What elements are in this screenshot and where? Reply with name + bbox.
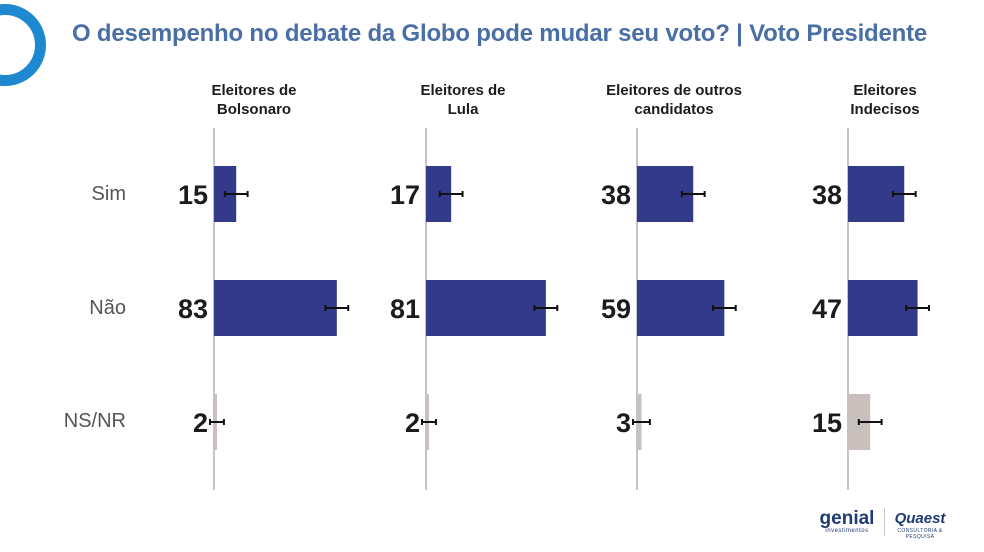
quaest-wordmark: Quaest	[894, 510, 946, 527]
chart-title: O desempenho no debate da Globo pode mud…	[72, 20, 928, 47]
data-label: 17	[390, 180, 420, 210]
panel-header-line2: Indecisos	[850, 101, 920, 118]
footer-divider	[884, 508, 885, 536]
panel-header-line1: Eleitores de	[420, 82, 506, 99]
data-label: 15	[812, 408, 842, 438]
panel-header-indecisos: Eleitores Indecisos	[795, 81, 975, 119]
data-label: 81	[390, 294, 420, 324]
quaest-logo: Quaest CONSULTORIA & PESQUISA	[890, 510, 950, 540]
data-label: 38	[601, 180, 631, 210]
bar	[426, 280, 546, 336]
panel-header-bolsonaro: Eleitores de Bolsonaro	[164, 81, 344, 119]
quaest-tagline: CONSULTORIA & PESQUISA	[897, 528, 943, 540]
panel-header-lula: Eleitores de Lula	[373, 81, 553, 119]
panel-header-line2: candidatos	[634, 101, 714, 118]
data-label: 47	[812, 294, 842, 324]
panel-header-line1: Eleitores de outros	[606, 82, 742, 99]
genial-logo: genial investimentos	[816, 508, 878, 534]
data-label: 2	[193, 408, 208, 438]
data-label: 83	[178, 294, 208, 324]
data-label: 3	[616, 408, 631, 438]
bar	[214, 280, 337, 336]
genial-tagline: investimentos	[825, 528, 869, 534]
panel-header-line1: Eleitores de	[211, 82, 297, 99]
data-label: 59	[601, 294, 631, 324]
data-label: 15	[178, 180, 208, 210]
panel-header-outros: Eleitores de outros candidatos	[584, 81, 764, 119]
row-label-nsnr: NS/NR	[63, 410, 126, 432]
bar	[637, 280, 725, 336]
data-label: 2	[405, 408, 420, 438]
panel-header-line2: Bolsonaro	[216, 101, 292, 118]
panel-header-line1: Eleitores	[853, 82, 917, 99]
panel-header-line2: Lula	[447, 101, 479, 118]
chart-area: 15 83 2 17 81 2 38 59 3 38 47 15	[178, 128, 930, 490]
row-label-sim: Sim	[91, 183, 126, 205]
row-label-nao: Não	[89, 297, 126, 319]
genial-wordmark: genial	[819, 508, 875, 529]
data-label: 38	[812, 180, 842, 210]
